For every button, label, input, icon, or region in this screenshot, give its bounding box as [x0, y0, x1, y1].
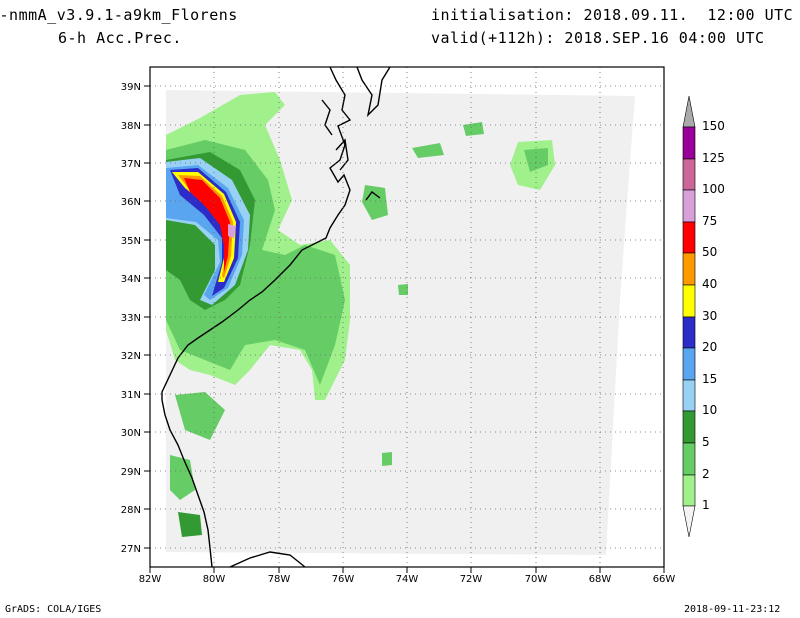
colorbar-swatch	[682, 189, 696, 223]
colorbar-label: 50	[702, 245, 718, 259]
lon-label: 78W	[268, 574, 291, 585]
lat-label: 36N	[121, 197, 141, 208]
colorbar-label: 125	[702, 151, 725, 165]
precip-offshore-3	[412, 143, 444, 158]
lat-label: 28N	[121, 505, 141, 516]
colorbar-swatch	[682, 410, 696, 444]
lat-label: 37N	[121, 159, 141, 170]
init-time: initialisation: 2018.09.11. 12:00 UTC	[431, 6, 794, 24]
colorbar-label: 2	[702, 467, 710, 481]
colorbar-swatch	[682, 126, 696, 160]
lat-label: 31N	[121, 390, 141, 401]
precip-band-75	[184, 178, 230, 272]
colorbar-swatch	[682, 221, 696, 254]
lat-labels: 39N 38N 37N 36N 35N 34N 33N 32N 31N 30N …	[121, 82, 141, 555]
precip-south-1	[175, 392, 225, 440]
precip-offshore-2	[524, 148, 548, 172]
precip-offshore-4	[463, 122, 484, 136]
lat-label: 35N	[121, 236, 141, 247]
precip-offshore-6	[398, 284, 408, 295]
colorbar-label: 1	[702, 498, 710, 512]
footer-credit: GrADS: COLA/IGES	[5, 604, 102, 615]
colorbar-label: 20	[702, 340, 718, 354]
colorbar-swatch	[682, 379, 696, 412]
colorbar-label: 30	[702, 309, 718, 323]
valid-time: valid(+112h): 2018.SEP.16 04:00 UTC	[431, 29, 765, 47]
lon-label: 80W	[203, 574, 226, 585]
lon-label: 68W	[589, 574, 612, 585]
colorbar-label: 15	[702, 372, 718, 386]
colorbar-label: 75	[702, 214, 718, 228]
colorbar-label: 40	[702, 277, 718, 291]
colorbar-swatch	[682, 252, 696, 286]
coastline	[161, 66, 391, 568]
lat-label: 33N	[121, 313, 141, 324]
lat-label: 29N	[121, 467, 141, 478]
precip-band-100	[228, 224, 236, 238]
lon-labels: 82W 80W 78W 76W 74W 72W 70W 68W 66W	[139, 574, 676, 585]
lon-label: 70W	[525, 574, 548, 585]
lon-label: 74W	[396, 574, 419, 585]
lat-label: 34N	[121, 274, 141, 285]
colorbar-label: 10	[702, 403, 718, 417]
colorbar	[682, 95, 696, 538]
precip-south-2	[170, 455, 195, 500]
colorbar-top-arrow	[682, 95, 696, 128]
grid-lines	[150, 67, 664, 567]
footer-timestamp: 2018-09-11-23:12	[684, 604, 781, 615]
colorbar-label: 100	[702, 182, 725, 196]
lon-label: 82W	[139, 574, 162, 585]
lon-label: 66W	[653, 574, 676, 585]
lon-label: 76W	[332, 574, 355, 585]
lon-label: 72W	[460, 574, 483, 585]
colorbar-swatch	[682, 284, 696, 318]
lat-label: 30N	[121, 428, 141, 439]
lat-label: 38N	[121, 121, 141, 132]
colorbar-swatch	[682, 347, 696, 381]
lat-label: 39N	[121, 82, 141, 93]
colorbar-swatch	[682, 158, 696, 191]
precip-south-3	[178, 512, 202, 537]
field-title: 6-h Acc.Prec.	[58, 29, 182, 47]
lat-label: 27N	[121, 544, 141, 555]
colorbar-label: 150	[702, 119, 725, 133]
colorbar-swatch	[682, 442, 696, 476]
precip-offshore-5	[362, 185, 388, 220]
tick-marks	[144, 85, 665, 573]
model-title: f-nmmA_v3.9.1-a9km_Florens	[0, 6, 238, 24]
colorbar-swatch	[682, 474, 696, 507]
lat-label: 32N	[121, 351, 141, 362]
colorbar-label: 5	[702, 435, 710, 449]
colorbar-bottom-arrow	[682, 505, 696, 538]
precip-offshore-7	[382, 452, 392, 466]
colorbar-swatch	[682, 316, 696, 349]
